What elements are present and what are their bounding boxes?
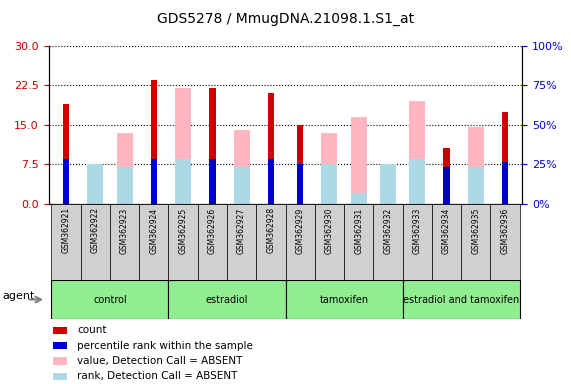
Bar [116, 133, 132, 204]
Bar [468, 127, 484, 204]
Bar [151, 159, 157, 204]
Bar [502, 162, 508, 204]
FancyBboxPatch shape [490, 204, 520, 280]
Text: GSM362932: GSM362932 [383, 207, 392, 253]
Bar [351, 117, 367, 204]
Bar [53, 342, 67, 349]
Bar [409, 159, 425, 204]
Bar [175, 88, 191, 204]
Text: GSM362935: GSM362935 [471, 207, 480, 254]
Text: GSM362933: GSM362933 [413, 207, 421, 254]
Text: GSM362930: GSM362930 [325, 207, 334, 254]
Bar [380, 188, 396, 204]
Text: GSM362934: GSM362934 [442, 207, 451, 254]
Bar [268, 159, 274, 204]
FancyBboxPatch shape [344, 204, 373, 280]
Bar [234, 130, 250, 204]
Bar [151, 80, 157, 204]
Bar [87, 164, 103, 204]
Text: GSM362922: GSM362922 [91, 207, 100, 253]
FancyBboxPatch shape [432, 204, 461, 280]
Text: estradiol and tamoxifen: estradiol and tamoxifen [403, 295, 519, 305]
FancyBboxPatch shape [256, 204, 286, 280]
FancyBboxPatch shape [403, 204, 432, 280]
Bar [116, 167, 132, 204]
Bar [175, 159, 191, 204]
Bar [297, 125, 303, 204]
FancyBboxPatch shape [168, 280, 286, 319]
Bar [53, 326, 67, 334]
Text: agent: agent [2, 291, 35, 301]
Bar [63, 104, 69, 204]
Bar [409, 101, 425, 204]
Text: percentile rank within the sample: percentile rank within the sample [77, 341, 253, 351]
Text: count: count [77, 325, 106, 335]
Text: GSM362926: GSM362926 [208, 207, 217, 253]
FancyBboxPatch shape [286, 280, 403, 319]
Bar [53, 372, 67, 380]
FancyBboxPatch shape [373, 204, 403, 280]
FancyBboxPatch shape [286, 204, 315, 280]
Bar [234, 167, 250, 204]
Text: control: control [93, 295, 127, 305]
Text: GDS5278 / MmugDNA.21098.1.S1_at: GDS5278 / MmugDNA.21098.1.S1_at [157, 12, 414, 25]
Bar [321, 133, 337, 204]
Text: GSM362928: GSM362928 [267, 207, 275, 253]
Text: GSM362936: GSM362936 [500, 207, 509, 254]
FancyBboxPatch shape [403, 280, 520, 319]
FancyBboxPatch shape [198, 204, 227, 280]
Bar [321, 164, 337, 204]
Bar [87, 185, 103, 204]
Bar [268, 93, 274, 204]
FancyBboxPatch shape [315, 204, 344, 280]
Text: GSM362931: GSM362931 [354, 207, 363, 253]
FancyBboxPatch shape [81, 204, 110, 280]
Bar [63, 159, 69, 204]
Bar [443, 149, 449, 204]
Bar [380, 164, 396, 204]
Text: tamoxifen: tamoxifen [319, 295, 368, 305]
FancyBboxPatch shape [461, 204, 490, 280]
Text: GSM362927: GSM362927 [237, 207, 246, 253]
Text: value, Detection Call = ABSENT: value, Detection Call = ABSENT [77, 356, 242, 366]
Text: GSM362921: GSM362921 [62, 207, 71, 253]
Bar [351, 193, 367, 204]
Text: estradiol: estradiol [206, 295, 248, 305]
FancyBboxPatch shape [51, 280, 168, 319]
Bar [209, 88, 216, 204]
Bar [209, 159, 216, 204]
FancyBboxPatch shape [168, 204, 198, 280]
Text: GSM362924: GSM362924 [150, 207, 158, 253]
Text: GSM362929: GSM362929 [296, 207, 304, 253]
Bar [443, 167, 449, 204]
Text: rank, Detection Call = ABSENT: rank, Detection Call = ABSENT [77, 371, 238, 381]
FancyBboxPatch shape [51, 204, 81, 280]
Bar [502, 112, 508, 204]
FancyBboxPatch shape [227, 204, 256, 280]
Text: GSM362923: GSM362923 [120, 207, 129, 253]
Text: GSM362925: GSM362925 [179, 207, 188, 253]
Bar [468, 167, 484, 204]
Bar [297, 164, 303, 204]
FancyBboxPatch shape [139, 204, 168, 280]
FancyBboxPatch shape [110, 204, 139, 280]
Bar [53, 357, 67, 365]
